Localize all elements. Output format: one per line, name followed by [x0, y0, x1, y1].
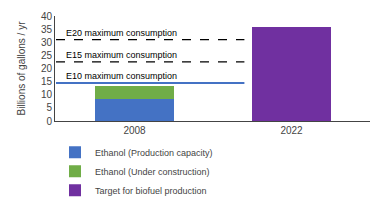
svg-text:15: 15	[41, 76, 53, 87]
svg-text:2022: 2022	[280, 125, 303, 136]
svg-text:30: 30	[41, 37, 53, 48]
svg-text:Billions of gallons / yr: Billions of gallons / yr	[16, 21, 27, 116]
svg-text:2008: 2008	[123, 125, 146, 136]
svg-text:35: 35	[41, 24, 53, 35]
svg-text:25: 25	[41, 50, 53, 61]
svg-text:5: 5	[46, 102, 52, 113]
svg-text:E15 maximum consumption: E15 maximum consumption	[66, 50, 177, 60]
svg-text:Target for biofuel production: Target for biofuel production	[95, 186, 207, 196]
svg-text:E20 maximum consumption: E20 maximum consumption	[66, 28, 177, 38]
svg-text:10: 10	[41, 89, 53, 100]
svg-text:Ethanol (Production capacity): Ethanol (Production capacity)	[95, 148, 213, 158]
svg-text:20: 20	[41, 63, 53, 74]
svg-text:40: 40	[41, 11, 53, 22]
svg-text:E10 maximum consumption: E10 maximum consumption	[66, 71, 177, 81]
svg-text:Ethanol (Under construction): Ethanol (Under construction)	[95, 167, 210, 177]
svg-text:0: 0	[46, 116, 52, 127]
